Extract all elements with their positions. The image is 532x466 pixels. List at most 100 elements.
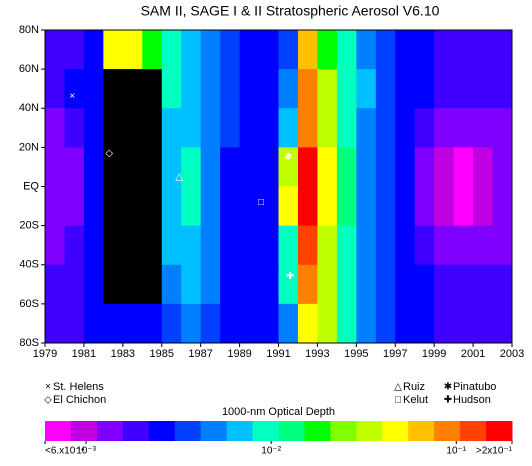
no-data-cell <box>103 147 124 187</box>
cell <box>220 225 241 266</box>
cell <box>45 69 65 109</box>
cell <box>200 303 221 344</box>
cell <box>200 225 221 266</box>
no-data-cell <box>122 108 143 148</box>
cell <box>83 69 104 109</box>
cell <box>414 30 435 70</box>
cell <box>453 264 474 305</box>
cell <box>395 303 416 344</box>
cell <box>375 69 396 109</box>
cell <box>453 225 474 266</box>
legend-symbol: □ <box>395 395 401 406</box>
cell <box>122 303 143 344</box>
cell <box>375 186 396 227</box>
x-tick-label: 2003 <box>500 348 524 360</box>
cell <box>181 147 202 187</box>
colorbar-swatch <box>252 421 279 441</box>
cell <box>336 30 357 70</box>
cell <box>220 186 241 227</box>
cell <box>83 303 104 344</box>
cell <box>200 69 221 109</box>
colorbar-swatch <box>122 421 150 441</box>
cell <box>103 30 124 70</box>
cell <box>220 147 241 187</box>
colorbar-swatch <box>70 421 98 441</box>
cell <box>395 147 416 187</box>
cell <box>356 108 377 148</box>
legend-label: St. Helens <box>53 381 104 393</box>
volcano-marker: □ <box>258 197 264 208</box>
cell <box>161 69 182 109</box>
cell <box>45 186 65 227</box>
cell <box>336 303 357 344</box>
cell <box>317 30 338 70</box>
cell <box>83 30 104 70</box>
cell <box>375 264 396 305</box>
cell <box>492 303 513 344</box>
cell <box>83 147 104 187</box>
legend-symbol: ✱ <box>444 382 452 393</box>
cell <box>453 69 474 109</box>
volcano-marker: △ <box>175 171 183 182</box>
cell <box>122 30 143 70</box>
cell <box>414 303 435 344</box>
cell <box>336 264 357 305</box>
cell <box>83 264 104 305</box>
y-tick-label: EQ <box>23 180 39 192</box>
x-tick-label: 1991 <box>266 348 290 360</box>
cell <box>297 69 318 109</box>
cell <box>64 225 85 266</box>
chart-title: SAM II, SAGE I & II Stratospheric Aeroso… <box>141 3 440 19</box>
cell <box>200 186 221 227</box>
colorbar-swatch <box>304 421 331 441</box>
y-tick-label: 60N <box>19 63 39 75</box>
cell <box>492 108 513 148</box>
cell <box>297 225 318 266</box>
cell <box>259 225 279 266</box>
legend-label: El Chichon <box>53 394 106 406</box>
no-data-cell <box>142 108 163 148</box>
cell <box>395 108 416 148</box>
cell <box>473 147 494 187</box>
colorbar-swatch <box>434 421 461 441</box>
cell <box>434 69 455 109</box>
volcano-marker: ✱ <box>284 152 292 163</box>
colorbar-swatch <box>226 421 254 441</box>
cell <box>239 108 260 148</box>
cell <box>395 30 416 70</box>
x-tick-label: 1983 <box>111 348 135 360</box>
cell <box>220 30 241 70</box>
no-data-cell <box>103 108 124 148</box>
cell <box>356 303 377 344</box>
cell <box>259 264 279 305</box>
cell <box>356 147 377 187</box>
x-tick-label: 1997 <box>383 348 407 360</box>
cell <box>473 30 494 70</box>
cell <box>492 264 513 305</box>
cell <box>64 147 85 187</box>
cell <box>356 264 377 305</box>
cell <box>317 147 338 187</box>
cell <box>356 30 377 70</box>
no-data-cell <box>122 225 143 266</box>
cell <box>434 108 455 148</box>
cell <box>278 225 299 266</box>
cell <box>278 30 299 70</box>
cell <box>239 147 260 187</box>
legend-symbol: △ <box>394 382 402 393</box>
colorbar-swatch <box>356 421 383 441</box>
cell <box>492 69 513 109</box>
y-tick-label: 40N <box>19 102 39 114</box>
colorbar-swatch <box>45 421 72 441</box>
cell <box>45 303 65 344</box>
cell <box>45 108 65 148</box>
cell <box>375 303 396 344</box>
cell <box>45 30 65 70</box>
colorbar-tick-label: <6.x10⁻⁴ <box>45 446 85 457</box>
y-tick-label: 80N <box>19 24 39 36</box>
legend-label: Pinatubo <box>453 381 496 393</box>
cell <box>297 30 318 70</box>
cell <box>297 147 318 187</box>
colorbar-swatch <box>174 421 202 441</box>
